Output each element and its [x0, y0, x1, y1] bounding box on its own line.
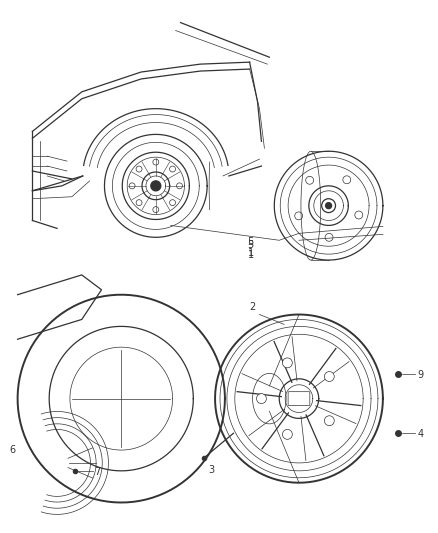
Circle shape — [283, 358, 292, 368]
Circle shape — [325, 416, 334, 426]
Text: 7: 7 — [95, 467, 101, 477]
Text: 6: 6 — [10, 445, 16, 455]
Circle shape — [325, 203, 332, 208]
FancyBboxPatch shape — [288, 392, 310, 406]
Text: 1: 1 — [247, 250, 254, 260]
Circle shape — [325, 372, 334, 382]
Circle shape — [283, 430, 292, 439]
Text: 4: 4 — [417, 429, 424, 439]
Text: 9: 9 — [417, 370, 424, 380]
Circle shape — [151, 181, 161, 191]
Text: 1: 1 — [247, 248, 254, 258]
Text: 5: 5 — [247, 237, 254, 247]
Text: 5: 5 — [247, 240, 254, 250]
Text: 3: 3 — [209, 465, 215, 475]
Text: 2: 2 — [250, 302, 256, 312]
Circle shape — [257, 394, 266, 403]
